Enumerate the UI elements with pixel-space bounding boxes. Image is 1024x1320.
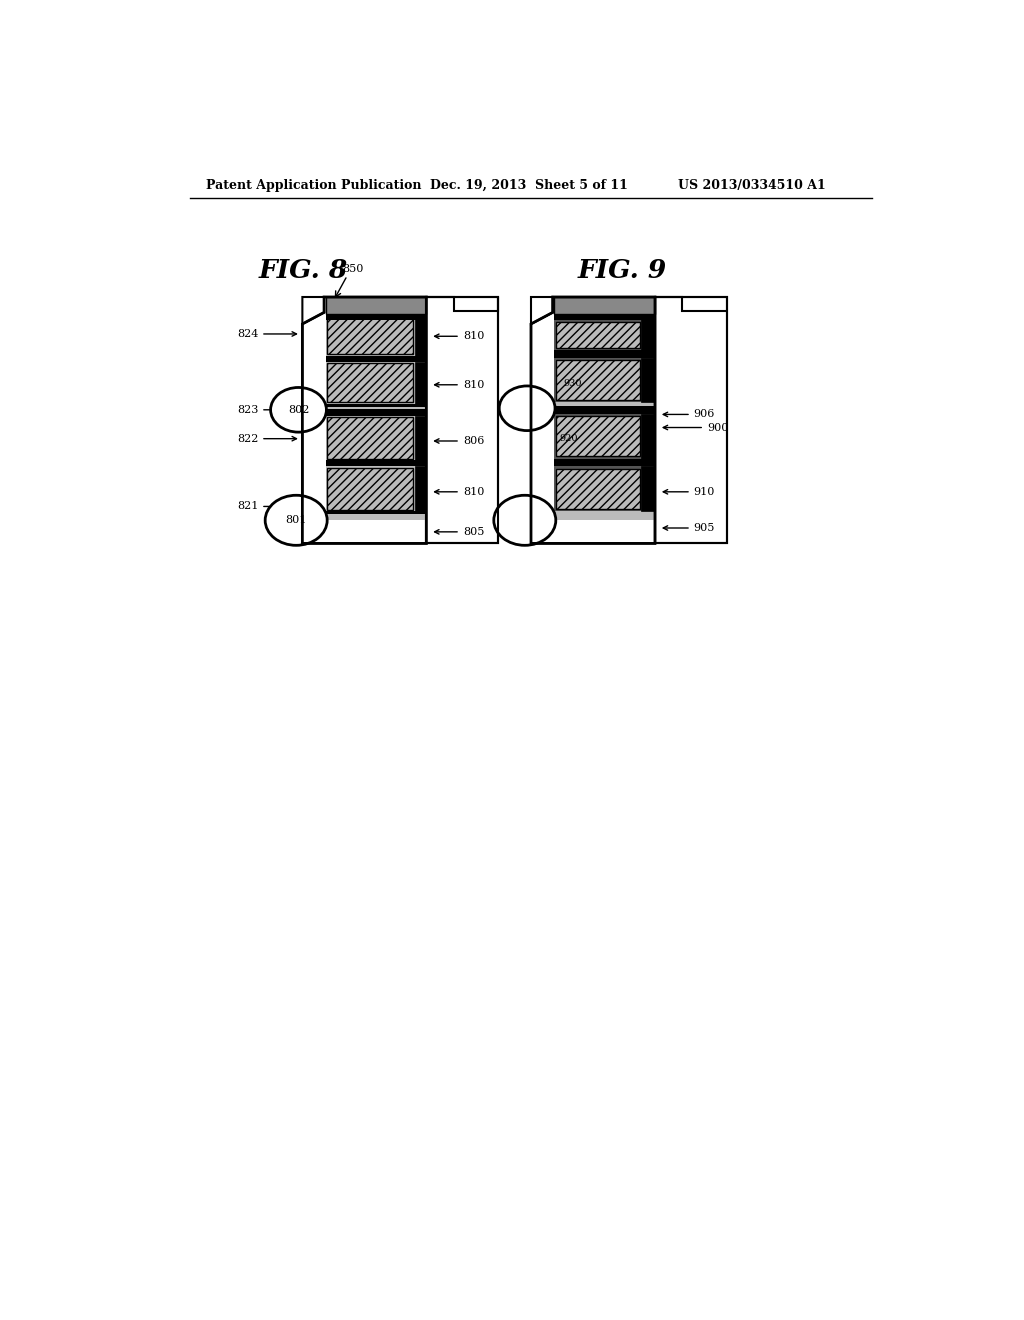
Bar: [554, 319, 655, 350]
Bar: [326, 313, 426, 520]
Text: FIG. 9: FIG. 9: [578, 257, 667, 282]
Polygon shape: [531, 297, 553, 323]
Ellipse shape: [500, 385, 555, 430]
Bar: [415, 466, 426, 511]
Bar: [554, 310, 655, 319]
Bar: [328, 363, 414, 403]
Bar: [554, 466, 655, 511]
Bar: [554, 407, 655, 414]
Bar: [326, 355, 426, 362]
Bar: [328, 467, 414, 510]
Bar: [302, 392, 326, 414]
Text: 823: 823: [237, 405, 297, 414]
Text: 821: 821: [237, 502, 297, 511]
Bar: [328, 417, 414, 459]
Bar: [556, 416, 640, 457]
Text: 810: 810: [434, 331, 484, 342]
Text: 806: 806: [434, 436, 484, 446]
Bar: [326, 461, 426, 466]
Text: FIG. 8: FIG. 8: [258, 257, 347, 282]
Bar: [326, 313, 426, 355]
Bar: [426, 297, 499, 544]
Ellipse shape: [265, 495, 328, 545]
Bar: [326, 314, 426, 321]
Ellipse shape: [520, 502, 551, 540]
Text: Patent Application Publication: Patent Application Publication: [206, 178, 421, 191]
Bar: [655, 297, 727, 544]
Bar: [326, 416, 426, 461]
Bar: [326, 511, 426, 515]
Text: 850: 850: [342, 264, 364, 275]
Text: US 2013/0334510 A1: US 2013/0334510 A1: [678, 178, 826, 191]
Ellipse shape: [494, 495, 556, 545]
Ellipse shape: [292, 502, 323, 540]
Bar: [556, 360, 640, 400]
Polygon shape: [531, 297, 655, 544]
Bar: [554, 414, 655, 459]
Text: 930: 930: [563, 379, 582, 388]
Bar: [326, 461, 426, 463]
Bar: [641, 358, 655, 403]
Bar: [554, 459, 655, 466]
Text: 905: 905: [664, 523, 715, 533]
Bar: [328, 314, 414, 354]
Bar: [326, 466, 426, 511]
Bar: [415, 313, 426, 355]
Text: Dec. 19, 2013  Sheet 5 of 11: Dec. 19, 2013 Sheet 5 of 11: [430, 178, 628, 191]
Ellipse shape: [270, 388, 327, 432]
Bar: [655, 297, 727, 544]
Bar: [641, 319, 655, 350]
Text: 920: 920: [559, 434, 578, 444]
Ellipse shape: [520, 391, 551, 425]
Bar: [554, 297, 655, 314]
Bar: [554, 314, 655, 321]
Bar: [326, 409, 426, 416]
Text: 805: 805: [434, 527, 484, 537]
Polygon shape: [302, 297, 426, 544]
Bar: [641, 414, 655, 459]
Bar: [554, 350, 655, 358]
Bar: [326, 404, 426, 407]
Text: 906: 906: [664, 409, 715, 420]
Polygon shape: [302, 297, 324, 323]
Bar: [415, 416, 426, 461]
Bar: [415, 362, 426, 404]
Bar: [556, 322, 640, 348]
Text: 900: 900: [664, 422, 728, 433]
Bar: [531, 391, 554, 412]
Bar: [326, 304, 426, 313]
Bar: [426, 297, 499, 544]
Bar: [326, 362, 426, 404]
Text: 910: 910: [664, 487, 715, 496]
Text: 810: 810: [434, 487, 484, 496]
Text: 810: 810: [434, 380, 484, 389]
Ellipse shape: [292, 393, 323, 426]
Bar: [554, 358, 655, 403]
Text: 801: 801: [286, 515, 307, 525]
Bar: [326, 355, 426, 359]
Text: 822: 822: [237, 434, 297, 444]
Text: 824: 824: [237, 329, 297, 339]
Bar: [556, 469, 640, 508]
Bar: [326, 297, 426, 314]
Text: 802: 802: [288, 405, 309, 414]
Bar: [554, 313, 655, 520]
Bar: [641, 466, 655, 511]
